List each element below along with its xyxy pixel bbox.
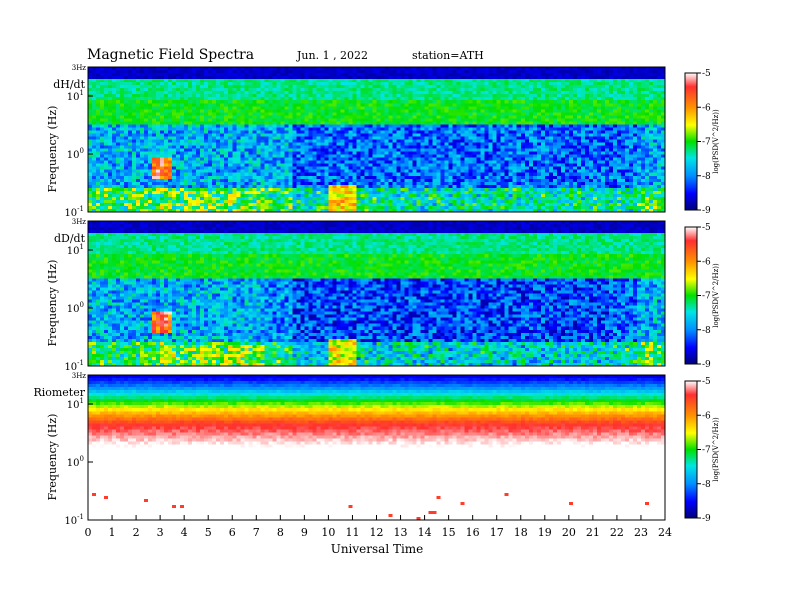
- y-axis-label: Frequency (Hz): [46, 106, 59, 193]
- panel-label: Riometer: [33, 386, 85, 399]
- colorbar-tick-label: -9: [702, 514, 711, 524]
- colorbar-tick-label: -7: [702, 292, 711, 302]
- y-tick-label: 101: [67, 397, 84, 411]
- colorbar-label: log(PSD(V^2/Hz)): [712, 417, 720, 482]
- x-tick-label: 3: [157, 526, 164, 539]
- x-axis: 0 1 2 3 4 5 6 7 8 9 10 11 12 13 14 15 16 17 18 19 20 21 22 23 24: [85, 515, 672, 539]
- colorbar: [684, 72, 698, 211]
- y-tick-label: 100: [67, 455, 84, 469]
- date-label: Jun. 1 , 2022: [296, 49, 368, 62]
- panel-2: Riometer 3Hz 101 100 10-1 Frequency (Hz) -5 -6 -…: [33, 372, 720, 527]
- colorbar-label: log(PSD(V^2/Hz)): [712, 109, 720, 174]
- colorbar-tick-label: -8: [702, 326, 711, 336]
- x-tick-label: 11: [345, 526, 359, 539]
- x-tick-label: 13: [394, 526, 408, 539]
- y-top-tick-label: 3Hz: [72, 372, 87, 380]
- x-axis-label: Universal Time: [331, 542, 424, 556]
- colorbar-tick-label: -7: [702, 446, 711, 456]
- y-tick-label: 101: [67, 89, 84, 103]
- heatmap-cells: [88, 221, 666, 367]
- x-tick-label: 9: [301, 526, 308, 539]
- colorbar-tick-label: -8: [702, 480, 711, 490]
- colorbar: [684, 380, 698, 519]
- panel-label: dD/dt: [54, 232, 86, 245]
- panel-frame: [87, 220, 666, 367]
- panel-1: dD/dt 3Hz 101 100 10-1 Frequency (Hz) -5 -6 -7 -8…: [46, 218, 720, 373]
- x-tick-label: 12: [370, 526, 384, 539]
- x-tick-label: 0: [85, 526, 92, 539]
- chart-title: Magnetic Field Spectra: [87, 47, 254, 63]
- y-tick-label: 101: [67, 243, 84, 257]
- x-tick-label: 2: [133, 526, 140, 539]
- y-tick-label: 100: [67, 301, 84, 315]
- colorbar-tick-label: -5: [702, 223, 711, 233]
- x-tick-label: 1: [109, 526, 116, 539]
- colorbar-tick-label: -6: [702, 257, 711, 267]
- colorbar-tick-label: -8: [702, 172, 711, 182]
- heatmap-cells: [88, 67, 666, 213]
- x-tick-label: 15: [442, 526, 456, 539]
- x-tick-label: 4: [181, 526, 188, 539]
- colorbar-tick-label: -5: [702, 69, 711, 79]
- colorbar: [684, 226, 698, 365]
- colorbar-tick-label: -5: [702, 377, 711, 387]
- x-tick-label: 10: [321, 526, 335, 539]
- x-tick-label: 22: [610, 526, 624, 539]
- y-tick-label: 10-1: [64, 205, 84, 219]
- x-tick-label: 23: [634, 526, 648, 539]
- panel-frame: [87, 66, 666, 213]
- y-top-tick-label: 3Hz: [72, 64, 87, 72]
- x-tick-label: 19: [538, 526, 552, 539]
- x-tick-label: 20: [562, 526, 576, 539]
- x-tick-label: 24: [658, 526, 672, 539]
- colorbar-tick-label: -7: [702, 138, 711, 148]
- y-tick-label: 10-1: [64, 359, 84, 373]
- x-tick-label: 8: [277, 526, 284, 539]
- panel-0: dH/dt 3Hz 101 100 10-1 Frequency (Hz) -5 -6 -7 -8…: [46, 64, 720, 219]
- x-tick-label: 17: [490, 526, 504, 539]
- x-tick-label: 6: [229, 526, 236, 539]
- x-tick-label: 7: [253, 526, 260, 539]
- y-tick-label: 100: [67, 147, 84, 161]
- y-top-tick-label: 3Hz: [72, 218, 87, 226]
- colorbar-tick-label: -6: [702, 411, 711, 421]
- y-axis-label: Frequency (Hz): [46, 414, 59, 501]
- heatmap-cells: [88, 375, 666, 521]
- x-tick-label: 18: [514, 526, 528, 539]
- y-axis-label: Frequency (Hz): [46, 260, 59, 347]
- station-label: station=ATH: [412, 49, 484, 62]
- y-tick-label: 10-1: [64, 513, 84, 527]
- colorbar-tick-label: -9: [702, 360, 711, 370]
- x-tick-label: 16: [466, 526, 480, 539]
- colorbar-label: log(PSD(V^2/Hz)): [712, 263, 720, 328]
- x-tick-label: 21: [586, 526, 600, 539]
- colorbar-tick-label: -6: [702, 103, 711, 113]
- panel-label: dH/dt: [53, 78, 85, 91]
- x-tick-label: 14: [418, 526, 432, 539]
- colorbar-tick-label: -9: [702, 206, 711, 216]
- x-tick-label: 5: [205, 526, 212, 539]
